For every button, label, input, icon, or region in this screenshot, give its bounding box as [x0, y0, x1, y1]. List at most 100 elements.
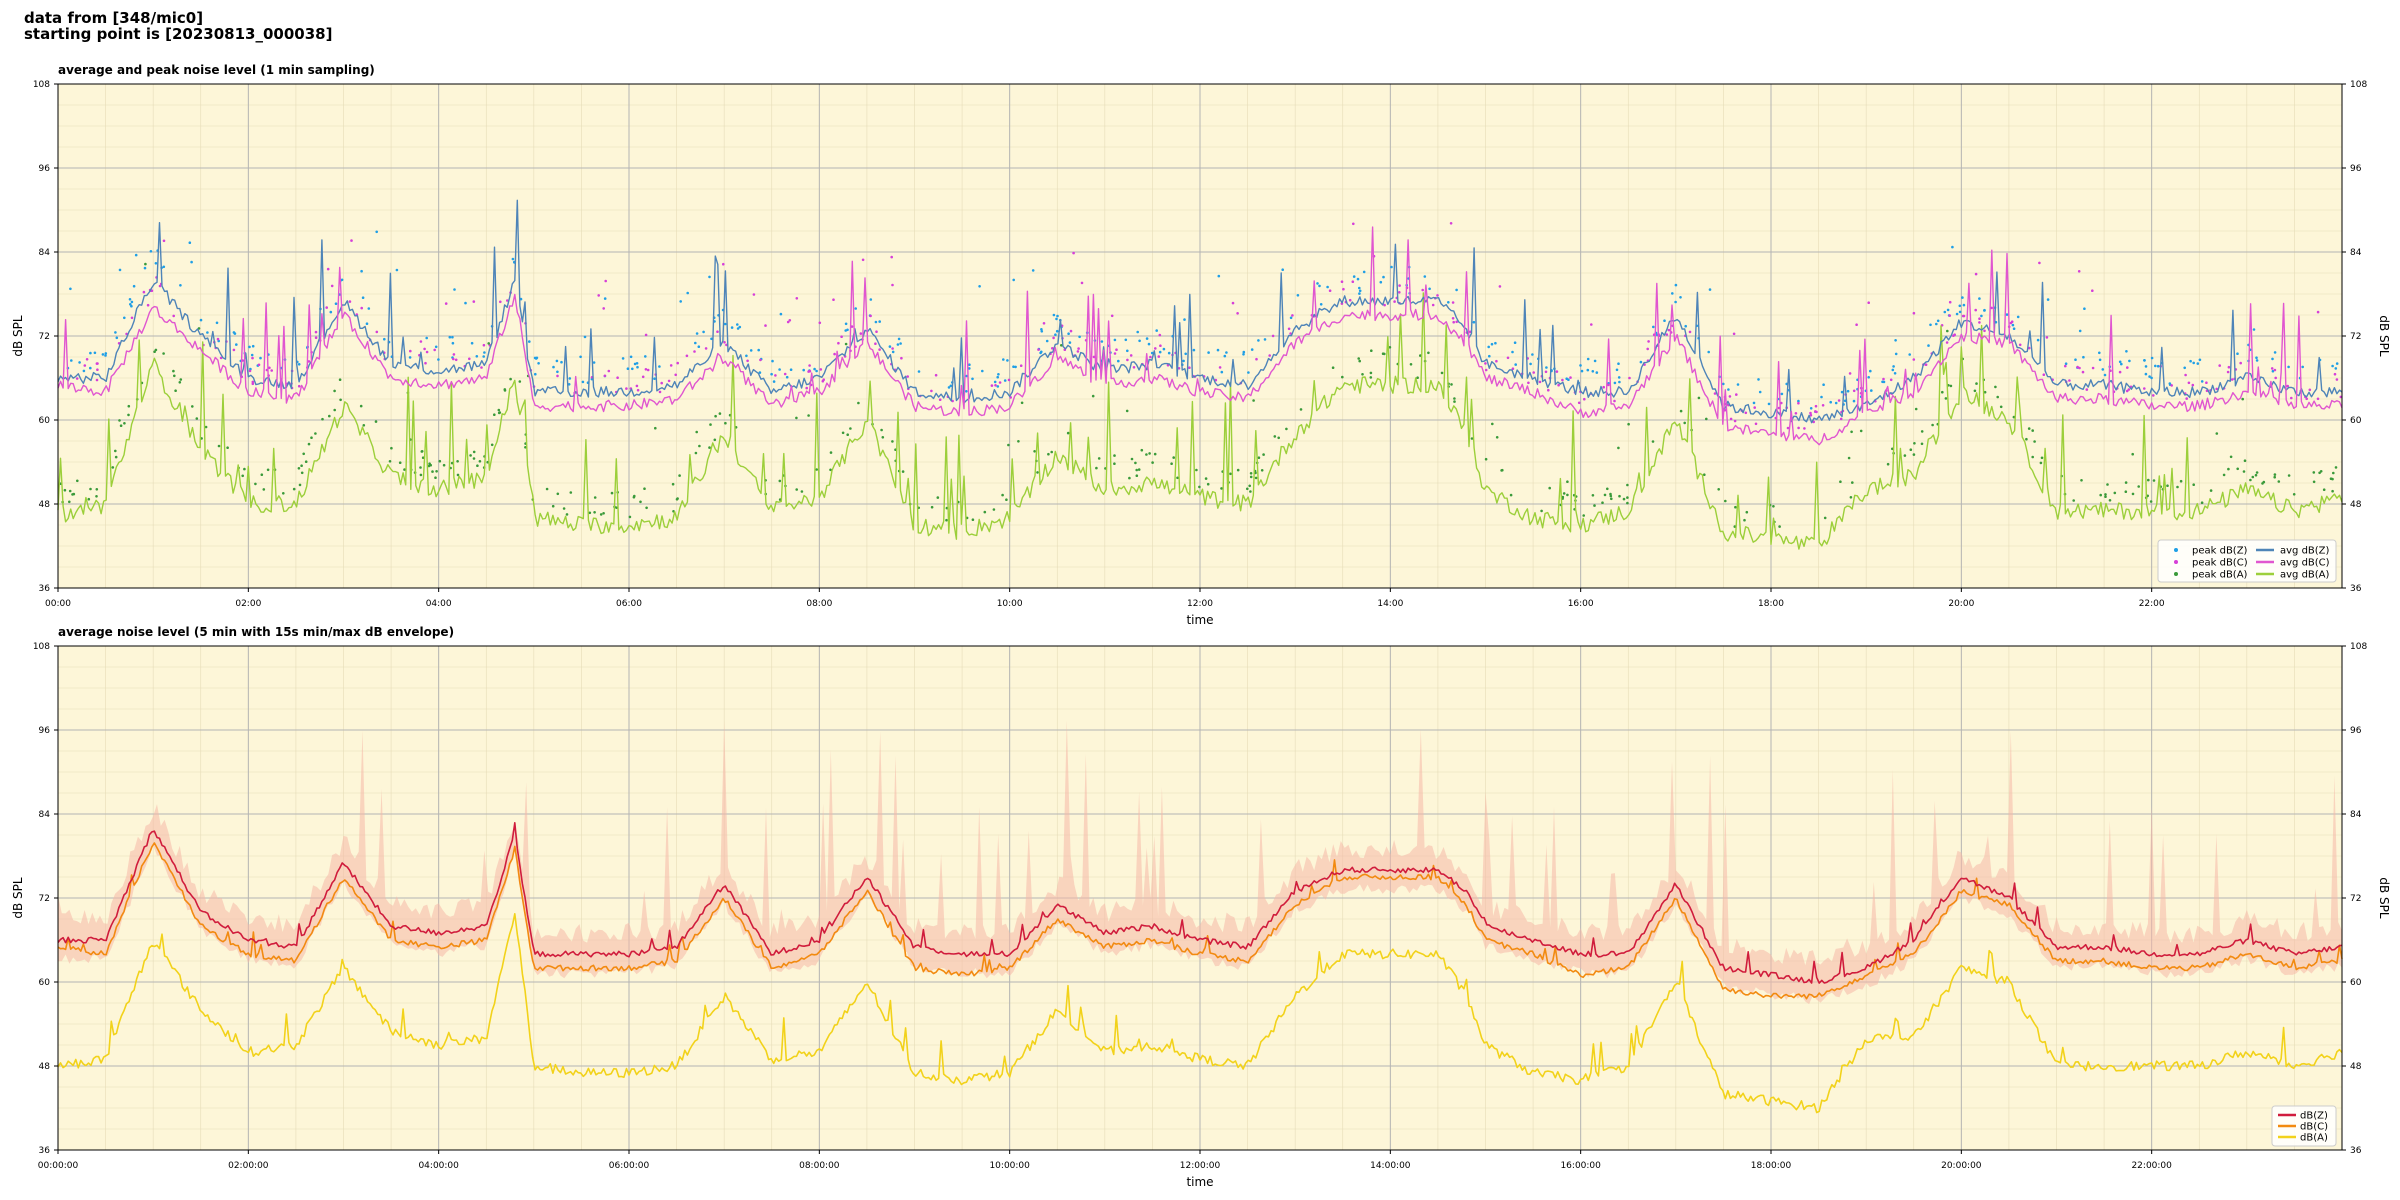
y-tick-label-left: 84 [39, 810, 51, 820]
peak-point-2 [669, 364, 673, 367]
peak-point-2 [452, 357, 455, 361]
peak-point-1 [1490, 342, 1494, 346]
peak-point-3 [2099, 493, 2102, 497]
peak-point-2 [248, 369, 252, 373]
peak-point-1 [1183, 318, 1186, 321]
peak-point-1 [118, 268, 122, 272]
peak-point-3 [1973, 389, 1977, 393]
peak-point-3 [1091, 394, 1095, 398]
peak-point-1 [1045, 339, 1049, 343]
peak-point-3 [1172, 456, 1175, 459]
peak-point-1 [626, 367, 630, 371]
peak-point-2 [75, 377, 79, 380]
peak-point-2 [2239, 361, 2242, 365]
y-tick-label-left: 48 [39, 1062, 51, 1072]
peak-point-1 [1113, 338, 1117, 342]
peak-point-3 [1128, 476, 1131, 480]
peak-point-2 [348, 300, 352, 303]
figure-title: data from [348/mic0] starting point is [… [24, 10, 332, 42]
peak-point-1 [730, 326, 734, 329]
peak-point-2 [452, 353, 456, 356]
peak-point-2 [1786, 426, 1790, 430]
y-tick-label-right: 108 [2350, 642, 2367, 652]
peak-point-2 [350, 239, 353, 242]
peak-point-2 [850, 325, 854, 328]
peak-point-1 [482, 355, 486, 358]
peak-point-1 [2012, 327, 2016, 331]
peak-point-2 [1351, 280, 1355, 284]
peak-point-1 [199, 318, 203, 322]
peak-point-3 [846, 433, 849, 437]
peak-point-1 [470, 341, 474, 345]
peak-point-1 [1012, 278, 1015, 282]
peak-point-1 [1927, 344, 1930, 347]
y-tick-label-left: 84 [39, 248, 51, 258]
peak-point-3 [339, 398, 342, 402]
peak-point-1 [2196, 362, 2200, 365]
peak-point-3 [178, 381, 182, 384]
peak-point-3 [778, 479, 782, 483]
peak-point-1 [1247, 371, 1250, 374]
peak-point-2 [1555, 370, 1559, 373]
peak-point-1 [1797, 399, 1800, 403]
peak-point-1 [367, 307, 371, 310]
peak-point-3 [829, 468, 832, 472]
peak-point-1 [2082, 355, 2085, 359]
peak-point-2 [1154, 347, 1157, 350]
peak-point-1 [2287, 365, 2290, 369]
peak-point-2 [2286, 384, 2289, 388]
peak-point-2 [2018, 343, 2022, 347]
peak-point-2 [660, 381, 663, 385]
peak-point-2 [890, 255, 893, 259]
peak-point-3 [1946, 329, 1949, 333]
peak-point-3 [718, 412, 722, 415]
peak-point-2 [1978, 317, 1981, 321]
peak-point-3 [314, 432, 317, 435]
peak-point-3 [1249, 475, 1253, 479]
peak-point-1 [813, 367, 816, 371]
peak-point-3 [1145, 453, 1148, 456]
peak-point-2 [1613, 399, 1616, 403]
peak-point-3 [243, 467, 246, 471]
peak-point-2 [1753, 406, 1756, 409]
peak-point-2 [424, 361, 427, 365]
peak-point-3 [615, 506, 618, 510]
peak-point-1 [1014, 365, 1017, 369]
peak-point-1 [1962, 303, 1966, 307]
peak-point-3 [1137, 468, 1141, 471]
peak-point-2 [1268, 354, 1271, 357]
peak-point-2 [1393, 300, 1396, 303]
peak-point-3 [628, 515, 632, 519]
peak-point-1 [1893, 372, 1897, 375]
peak-point-1 [1488, 354, 1491, 358]
peak-point-1 [1529, 362, 1532, 366]
peak-point-1 [2255, 356, 2258, 360]
peak-point-3 [1591, 494, 1595, 497]
peak-point-1 [1958, 310, 1962, 314]
peak-point-2 [1328, 289, 1332, 293]
peak-point-2 [556, 374, 559, 378]
peak-point-2 [693, 350, 696, 353]
peak-point-1 [233, 332, 237, 335]
peak-point-2 [1452, 320, 1455, 324]
peak-point-1 [653, 377, 656, 381]
peak-point-3 [127, 404, 131, 408]
peak-point-3 [713, 438, 717, 442]
peak-point-1 [1318, 284, 1321, 288]
peak-point-2 [1729, 417, 1733, 421]
peak-point-1 [89, 366, 92, 370]
peak-point-3 [1388, 346, 1392, 349]
peak-point-1 [1352, 275, 1356, 278]
peak-point-2 [1983, 329, 1986, 333]
peak-point-2 [998, 381, 1002, 384]
peak-point-1 [802, 368, 805, 372]
peak-point-1 [1167, 351, 1171, 355]
peak-point-2 [869, 314, 872, 318]
y-tick-label-left: 108 [33, 80, 50, 90]
legend-label: avg dB(C) [2280, 558, 2330, 569]
y-tick-label-right: 36 [2350, 584, 2362, 594]
peak-point-3 [2215, 432, 2219, 435]
peak-point-2 [807, 370, 810, 373]
peak-point-2 [774, 374, 777, 377]
peak-point-2 [636, 388, 640, 392]
